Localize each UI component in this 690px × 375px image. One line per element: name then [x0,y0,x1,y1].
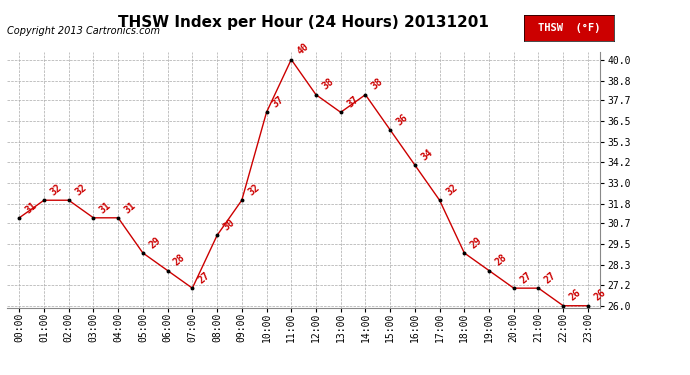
Text: 40: 40 [295,42,310,57]
Point [162,268,173,274]
Text: 36: 36 [394,112,410,127]
Point [212,232,223,238]
Text: THSW  (°F): THSW (°F) [538,23,600,33]
Point [434,197,445,203]
Text: 31: 31 [97,200,113,215]
Text: Copyright 2013 Cartronics.com: Copyright 2013 Cartronics.com [7,26,160,36]
Text: 29: 29 [147,235,162,250]
Point [533,285,544,291]
Point [39,197,50,203]
Text: THSW Index per Hour (24 Hours) 20131201: THSW Index per Hour (24 Hours) 20131201 [118,15,489,30]
Point [484,268,495,274]
Text: 27: 27 [197,270,212,285]
Text: 38: 38 [320,77,335,92]
Text: 29: 29 [469,235,484,250]
Text: 26: 26 [567,288,583,303]
Point [112,215,124,221]
Point [14,215,25,221]
Text: 32: 32 [48,182,63,198]
Text: 27: 27 [518,270,533,285]
Point [558,303,569,309]
Text: 38: 38 [370,77,385,92]
Text: 34: 34 [419,147,435,162]
Text: 30: 30 [221,217,237,232]
Point [335,109,346,115]
Text: 37: 37 [345,94,360,110]
Text: 32: 32 [73,182,88,198]
Text: 31: 31 [23,200,39,215]
Point [384,127,395,133]
Point [236,197,247,203]
Text: 27: 27 [542,270,558,285]
Text: 32: 32 [444,182,459,198]
Text: 28: 28 [493,253,509,268]
Point [360,92,371,98]
Text: 32: 32 [246,182,262,198]
Text: 26: 26 [592,288,607,303]
Point [459,250,470,256]
Point [509,285,520,291]
Point [409,162,420,168]
Point [88,215,99,221]
Point [261,109,272,115]
Text: 28: 28 [172,253,187,268]
Point [310,92,322,98]
Point [63,197,75,203]
Point [582,303,593,309]
Text: 31: 31 [122,200,138,215]
Point [187,285,198,291]
Point [286,57,297,63]
Text: 37: 37 [270,94,286,110]
Point [137,250,148,256]
